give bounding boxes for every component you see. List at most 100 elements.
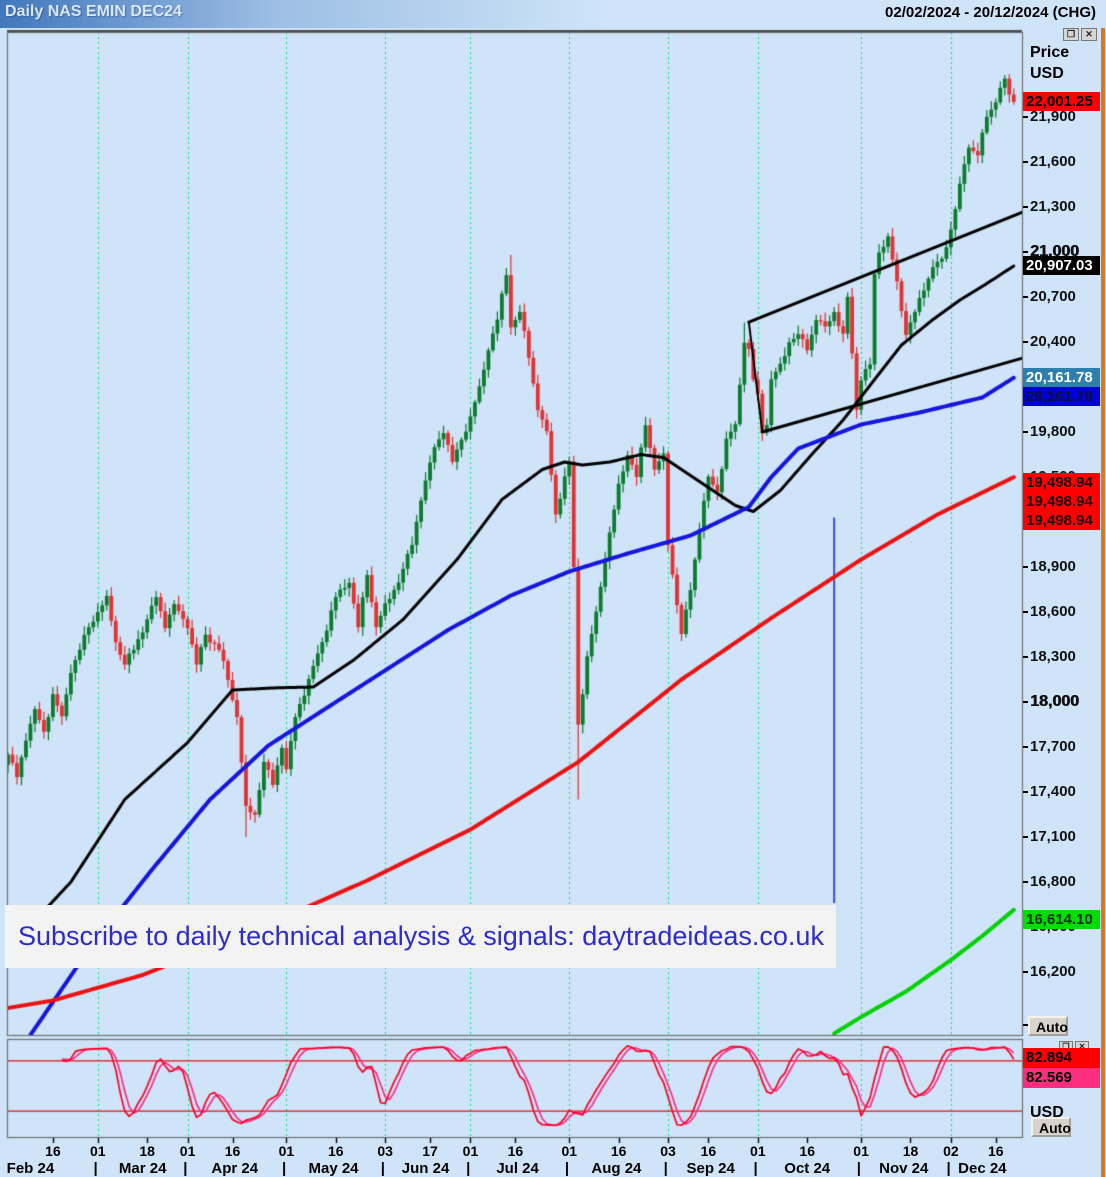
time-tick-label: 01: [278, 1143, 295, 1159]
time-tick-label: 01: [561, 1143, 578, 1159]
month-label: Sep 24: [686, 1160, 735, 1177]
green-ma-value-label: 16,614.10: [1023, 910, 1100, 930]
month-separator: |: [663, 1160, 668, 1177]
blue-ma-value-label: 20,161.78: [1023, 387, 1100, 407]
axis-tick-dash: [1023, 1024, 1028, 1026]
month-separator: |: [93, 1160, 98, 1177]
month-separator: |: [380, 1160, 386, 1177]
month-separator: |: [466, 1160, 471, 1177]
price-tick-label: 17,400: [1030, 783, 1076, 800]
last-price-label: 22,001.25: [1023, 92, 1100, 112]
price-tick-dash: [1023, 251, 1028, 254]
month-separator: |: [753, 1160, 758, 1177]
month-label: May 24: [308, 1160, 359, 1177]
time-tick-label: 16: [988, 1143, 1004, 1159]
price-tick-label: 18,900: [1030, 558, 1076, 576]
title-bar[interactable]: Daily NAS EMIN DEC24 02/02/2024 - 20/12/…: [0, 0, 1106, 28]
month-separator: |: [856, 1160, 861, 1177]
month-label: Jun 24: [401, 1160, 450, 1177]
teal-value-label: 20,161.78: [1023, 368, 1100, 388]
time-tick-label: 03: [377, 1143, 393, 1159]
price-tick-dash: [1023, 431, 1028, 434]
stoch-k-value-label: 82.894: [1023, 1048, 1100, 1068]
price-tick-dash: [1023, 161, 1028, 164]
price-tick-label: 21,900: [1030, 108, 1076, 126]
price-tick-dash: [1023, 206, 1028, 209]
price-tick-dash: [1023, 746, 1028, 748]
main-auto-scale-button[interactable]: Auto: [1028, 1016, 1068, 1036]
month-separator: |: [282, 1160, 287, 1177]
price-tick-label: 17,100: [1030, 828, 1076, 845]
main-window-controls: ❐ ✕: [1063, 28, 1097, 41]
stoch-axis-unit-label: USD: [1030, 1104, 1064, 1121]
price-axis-header-line1: Price: [1030, 44, 1070, 61]
price-tick-label: 18,600: [1030, 603, 1076, 621]
price-tick-label: 16,800: [1030, 873, 1076, 890]
month-separator: |: [183, 1160, 188, 1177]
time-tick-label: 16: [610, 1143, 627, 1159]
time-tick-label: 16: [45, 1143, 61, 1159]
month-label: Oct 24: [784, 1160, 831, 1177]
price-tick-label: 16,200: [1030, 963, 1076, 980]
month-separator: |: [564, 1160, 570, 1177]
chart-title: Daily NAS EMIN DEC24: [5, 3, 182, 20]
time-tick-label: 17: [422, 1143, 438, 1159]
price-tick-dash: [1023, 881, 1028, 883]
price-tick-dash: [1023, 611, 1028, 614]
price-tick-dash: [1023, 971, 1028, 973]
red-ma-value-label-2: 19,498.94: [1023, 491, 1100, 511]
restore-icon[interactable]: ❐: [1063, 28, 1079, 41]
price-tick-dash: [1023, 341, 1028, 344]
price-tick-label: 21,000: [1030, 243, 1079, 261]
red-ma-value-label-3: 19,498.94: [1023, 510, 1100, 530]
time-tick-label: 18: [902, 1143, 919, 1159]
stoch-auto-scale-button[interactable]: Auto: [1031, 1117, 1071, 1137]
price-tick-dash: [1023, 116, 1028, 119]
month-label: Jul 24: [496, 1160, 539, 1177]
black-ma-value-label: 20,907.03: [1023, 256, 1100, 276]
subscribe-banner-text: Subscribe to daily technical analysis & …: [18, 921, 824, 951]
time-tick-label: 16: [327, 1143, 344, 1159]
time-tick-label: 16: [224, 1143, 241, 1159]
price-tick-label: 21,300: [1030, 198, 1076, 216]
price-tick-dash: [1023, 296, 1028, 299]
date-range-label: 02/02/2024 - 20/12/2024 (CHG): [885, 4, 1096, 21]
month-label: Feb 24: [6, 1160, 55, 1177]
close-icon[interactable]: ✕: [1081, 28, 1097, 41]
month-label: Mar 24: [118, 1160, 167, 1177]
month-separator: |: [946, 1160, 951, 1177]
stoch-d-value-label: 82.569: [1023, 1068, 1100, 1088]
price-axis-header: Price USD: [1030, 42, 1069, 84]
month-label: Dec 24: [958, 1160, 1007, 1177]
price-tick-dash: [1023, 701, 1028, 704]
price-tick-label: 18,000: [1030, 693, 1079, 711]
month-label: Apr 24: [211, 1160, 259, 1177]
time-tick-label: 01: [750, 1143, 766, 1159]
price-tick-label: 19,800: [1030, 423, 1076, 441]
price-tick-label: 20,700: [1030, 288, 1076, 306]
time-tick-label: 16: [799, 1143, 816, 1159]
price-tick-label: 21,600: [1030, 153, 1076, 171]
month-label: Nov 24: [879, 1160, 929, 1177]
price-tick-dash: [1023, 566, 1028, 569]
price-tick-label: 17,700: [1030, 738, 1076, 755]
time-tick-label: 02: [943, 1143, 959, 1159]
time-tick-label: 01: [90, 1143, 106, 1159]
price-tick-dash: [1023, 836, 1028, 838]
price-tick-label: 18,300: [1030, 648, 1076, 666]
time-tick-label: 16: [507, 1143, 524, 1159]
price-tick-dash: [1023, 656, 1028, 659]
time-axis: 16 01 18 01 16 01 16 03 17 01 16 01 16 03 16 01 16 01 18 02…: [0, 1137, 1106, 1177]
time-tick-label: 01: [462, 1143, 479, 1159]
time-tick-label: 18: [139, 1143, 155, 1159]
time-tick-label: 16: [700, 1143, 717, 1159]
price-tick-dash: [1023, 791, 1028, 793]
red-ma-value-label-1: 19,498.94: [1023, 472, 1100, 492]
time-tick-label: 03: [660, 1143, 676, 1159]
price-axis-pane: Price USD 21,900 21,600 21,300 21,000 20,700…: [1023, 28, 1101, 1177]
time-tick-label: 01: [853, 1143, 869, 1159]
price-tick-label: 20,400: [1030, 333, 1076, 351]
subscribe-banner: Subscribe to daily technical analysis & …: [5, 905, 836, 968]
